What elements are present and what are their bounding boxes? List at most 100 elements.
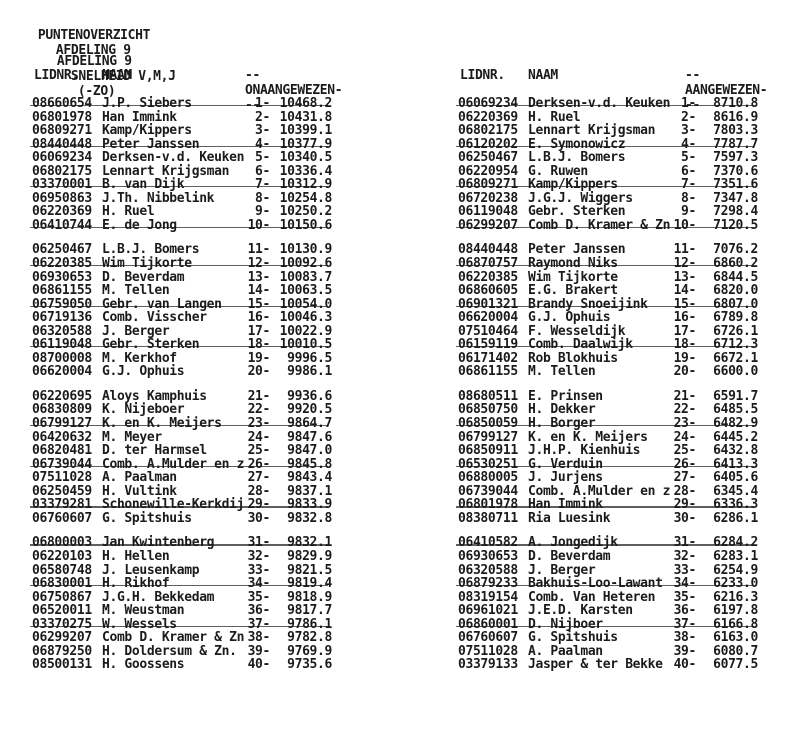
column-header-onaangewezen: --ONAANGEWEZEN--- xyxy=(245,68,343,113)
rank-number: 14- xyxy=(247,283,271,299)
member-id: 06159119 xyxy=(458,337,518,353)
member-id: 06961021 xyxy=(458,603,518,619)
result-row: 08700008 M. Kerkhof 19- 9996.5 xyxy=(32,352,332,366)
result-row: 06799127 K. en K. Meijers 23- 9864.7 xyxy=(30,416,332,432)
member-id: 06420632 xyxy=(32,429,92,445)
points-value: 6844.5 xyxy=(713,269,758,285)
result-row: 06759050 Gebr. van Langen 15- 10054.0 xyxy=(30,298,332,312)
rank-number: 27- xyxy=(247,470,271,486)
subtitle-discipline: SNELHEID V,M,J xyxy=(70,69,176,84)
member-name: B. van Dijk xyxy=(102,177,185,193)
points-value: 6482.9 xyxy=(713,416,758,432)
result-row: 06930653 D. Beverdam 13- 10083.7 xyxy=(32,271,332,285)
points-value: 9818.9 xyxy=(287,589,332,605)
points-value: 9832.8 xyxy=(287,510,332,526)
points-value: 6432.8 xyxy=(713,443,758,459)
member-name: Ria Luesink xyxy=(528,510,611,526)
member-id: 06220385 xyxy=(458,269,518,285)
member-id: 06119048 xyxy=(32,337,92,353)
points-value: 7787.7 xyxy=(713,136,758,152)
rank-number: 33- xyxy=(247,562,271,578)
member-id: 06410582 xyxy=(458,535,518,551)
rank-number: 8- xyxy=(255,190,270,206)
rank-number: 13- xyxy=(247,269,271,285)
member-name: Comb. Van Heteren xyxy=(528,589,656,605)
rank-number: 35- xyxy=(673,589,697,605)
result-row: 06760607 G. Spitshuis 38- 6163.0 xyxy=(458,631,758,645)
result-row: 06879250 H. Doldersum & Zn. 39- 9769.9 xyxy=(32,645,332,659)
rank-number: 11- xyxy=(247,242,271,258)
result-row: 08440448 Peter Janssen 11- 7076.2 xyxy=(458,243,758,257)
column-header-naam: NAAM xyxy=(528,68,558,83)
member-name: K. en K. Meijers xyxy=(528,429,648,445)
points-value: 6166.8 xyxy=(713,616,758,632)
rank-number: 39- xyxy=(673,643,697,659)
result-row: 06410582 A. Jongedijk 31- 6284.2 xyxy=(456,535,758,551)
points-value: 9864.7 xyxy=(287,416,332,432)
report-title: PUNTENOVERZICHT xyxy=(37,28,151,43)
rank-number: 33- xyxy=(673,562,697,578)
column-header-lidnr: LIDNR. xyxy=(34,68,79,83)
member-id: 08440448 xyxy=(32,136,92,152)
rank-number: 14- xyxy=(673,283,697,299)
result-row: 06220954 G. Ruwen 6- 7370.6 xyxy=(458,165,758,179)
member-name: M. Kerkhof xyxy=(102,350,177,366)
member-id: 06760607 xyxy=(32,510,92,526)
rank-number: 30- xyxy=(247,510,271,526)
rank-number: 40- xyxy=(247,657,271,673)
rank-number: 10- xyxy=(247,217,271,233)
result-row: 06520011 M. Weustman 36- 9817.7 xyxy=(32,604,332,618)
member-name: E. de Jong xyxy=(102,217,177,233)
points-value: 6405.6 xyxy=(713,470,758,486)
points-value: 9847.0 xyxy=(287,443,332,459)
member-name: H. Hellen xyxy=(102,548,170,564)
member-name: H. Vultink xyxy=(102,483,177,499)
result-row: 06620004 G.J. Ophuis 16- 6789.8 xyxy=(458,311,758,325)
member-id: 06069234 xyxy=(32,150,92,166)
rank-number: 40- xyxy=(673,657,697,673)
points-value: 9782.8 xyxy=(287,630,332,646)
result-row: 06830001 H. Rikhof 34- 9819.4 xyxy=(30,576,332,592)
member-name: M. Tellen xyxy=(528,364,596,380)
member-id: 06880005 xyxy=(458,470,518,486)
points-value: 7298.4 xyxy=(713,204,758,220)
result-row: 06220385 Wim Tijkorte 12- 10092.6 xyxy=(30,256,333,272)
report-title-line: PUNTENOVERZICHT AFDELING 9 xyxy=(8,13,151,73)
member-name: H. Rikhof xyxy=(102,576,170,592)
points-value: 10083.7 xyxy=(279,269,333,285)
member-id: 08500131 xyxy=(32,657,92,673)
member-name: Jasper & ter Bekke xyxy=(528,657,663,673)
member-name: L.B.J. Bomers xyxy=(528,150,626,166)
member-name: G. Spitshuis xyxy=(528,630,618,646)
member-id: 06719136 xyxy=(32,310,92,326)
rank-number: 37- xyxy=(247,616,271,632)
result-row: 06860001 D. Nijboer 37- 6166.8 xyxy=(456,616,758,632)
result-row: 06799127 K. en K. Meijers 24- 6445.2 xyxy=(458,431,758,445)
result-row: 06220695 Aloys Kamphuis 21- 9936.6 xyxy=(32,390,332,404)
result-row: 08380711 Ria Luesink 30- 6286.1 xyxy=(458,512,758,526)
member-id: 06809271 xyxy=(32,123,92,139)
result-row: 06879233 Bakhuis-Loo-Lawant 34- 6233.0 xyxy=(456,577,758,591)
result-row: 06320588 J. Berger 17- 10022.9 xyxy=(32,325,332,339)
rank-number: 26- xyxy=(247,456,271,472)
rank-number: 11- xyxy=(673,242,697,258)
member-name: Kamp/Kippers xyxy=(528,177,618,193)
result-row: 06410744 E. de Jong 10- 10150.6 xyxy=(30,217,332,233)
report-subtitle-line: AFDELING 9 SNELHEID V,M,J (-ZO) xyxy=(27,39,176,114)
rank-number: 3- xyxy=(681,123,696,139)
result-row: 06069234 Derksen-v.d. Keuken 5- 10340.5 xyxy=(32,151,332,165)
subtitle-zone: (-ZO) xyxy=(77,84,116,99)
points-value: 6445.2 xyxy=(713,429,758,445)
member-name: Brandy Snoeijink xyxy=(528,296,648,312)
member-id: 06739044 xyxy=(32,456,92,472)
points-value: 6345.4 xyxy=(713,483,758,499)
member-id: 06069234 xyxy=(458,96,518,111)
member-id: 06930653 xyxy=(458,548,518,564)
member-id: 06809271 xyxy=(458,177,518,193)
member-id: 06530251 xyxy=(458,456,518,472)
rank-number: 36- xyxy=(673,603,697,619)
points-value: 9986.1 xyxy=(287,364,332,380)
points-value: 10092.6 xyxy=(279,256,333,272)
points-value: 9833.9 xyxy=(287,497,332,513)
member-id: 07510464 xyxy=(458,323,518,339)
